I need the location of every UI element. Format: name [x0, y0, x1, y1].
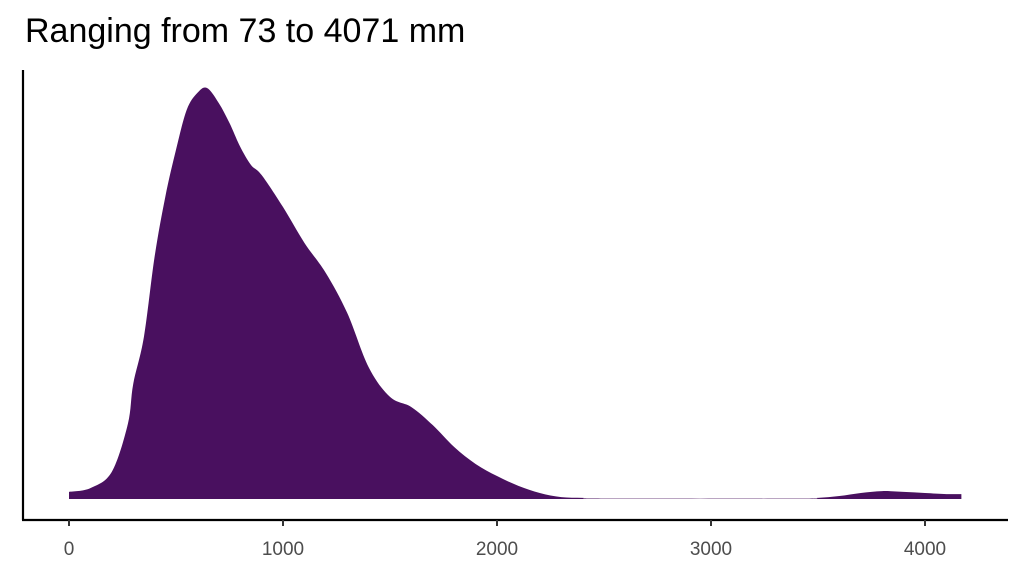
x-tick-label: 3000	[690, 539, 732, 560]
x-tick-label: 1000	[262, 539, 304, 560]
chart-title: Ranging from 73 to 4071 mm	[25, 12, 466, 50]
x-tick-label: 0	[64, 539, 75, 560]
density-area	[69, 87, 962, 499]
x-tick-label: 2000	[476, 539, 518, 560]
x-tick-label: 4000	[904, 539, 946, 560]
